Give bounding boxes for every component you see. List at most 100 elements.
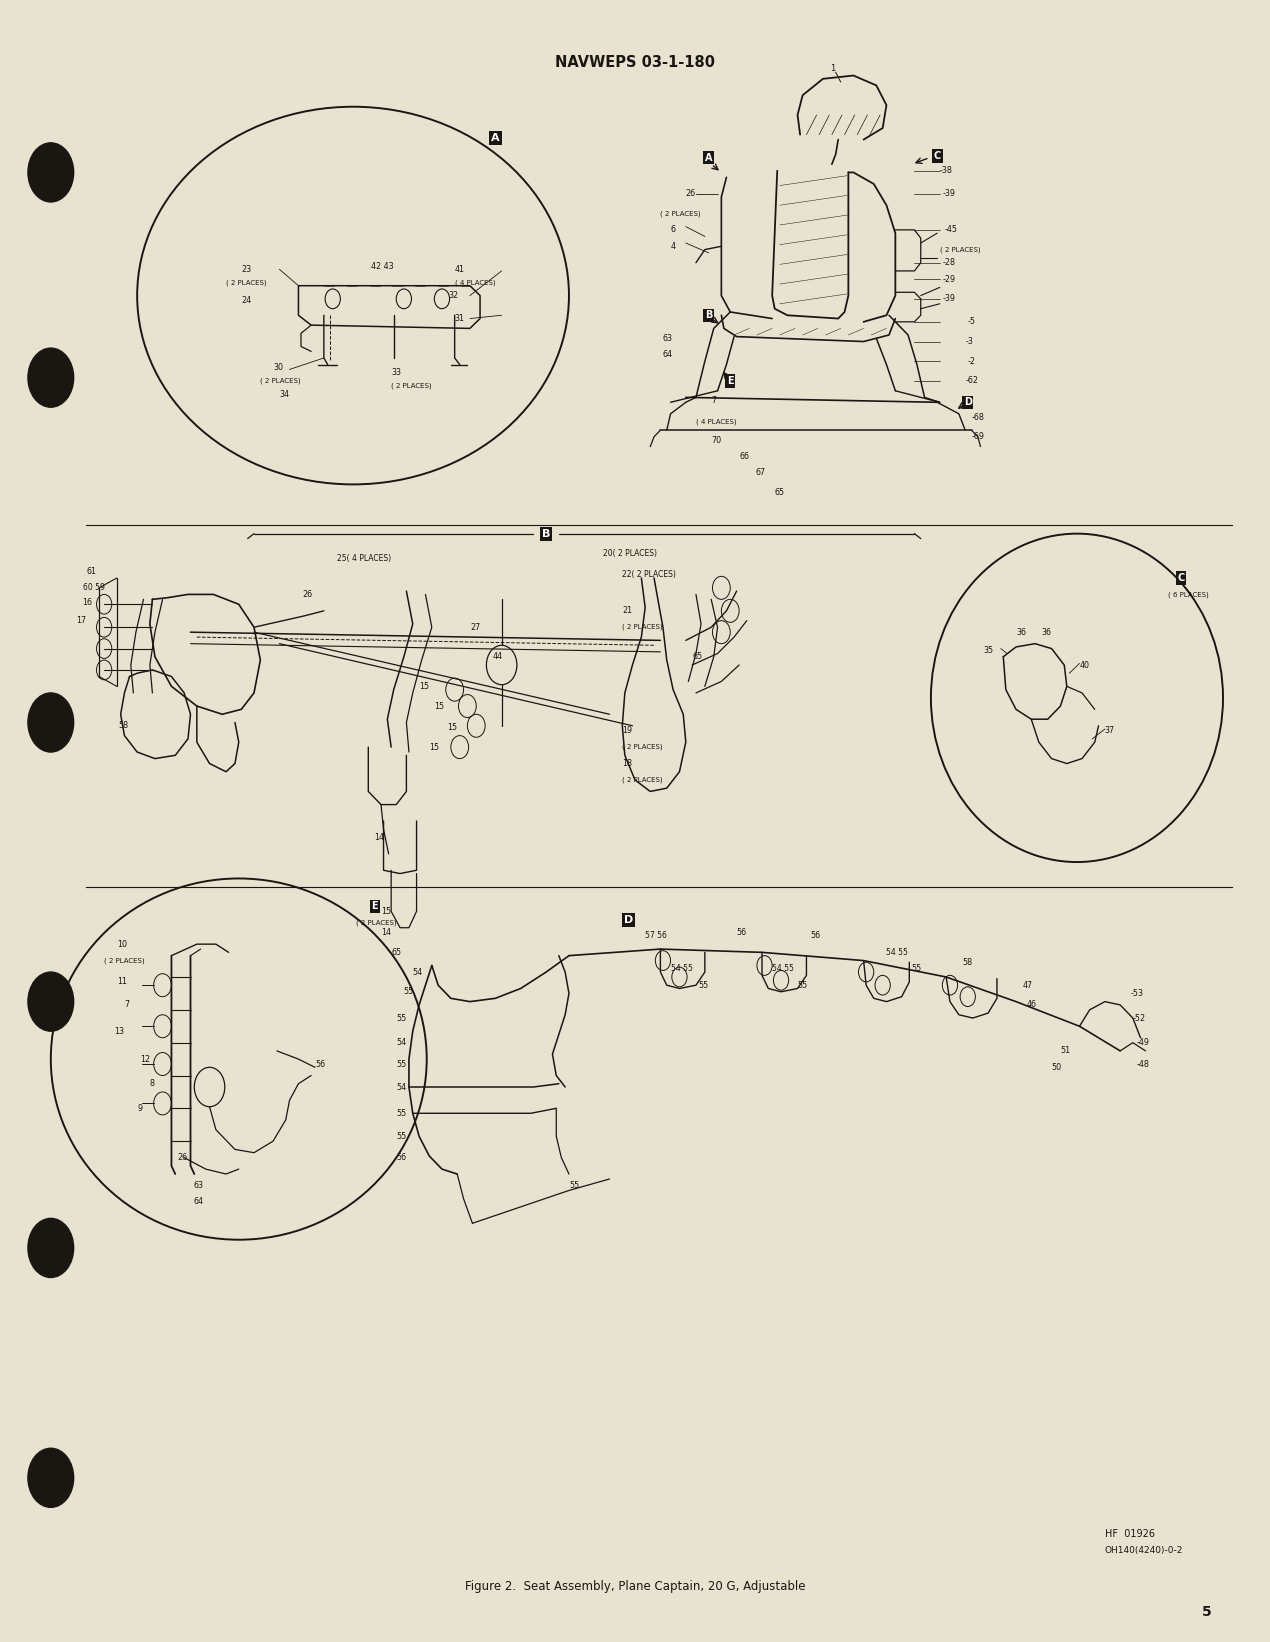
Text: 13: 13 [114,1026,124,1036]
Text: 55: 55 [798,980,808,990]
Text: 65: 65 [391,947,401,957]
Text: 19: 19 [622,726,632,736]
Text: 42 43: 42 43 [371,261,394,271]
Text: -5: -5 [968,317,975,327]
Text: ( 2 PLACES): ( 2 PLACES) [391,383,432,389]
Text: 23: 23 [241,264,251,274]
Text: -68: -68 [972,412,984,422]
Text: 35: 35 [983,645,993,655]
Text: 54: 54 [396,1038,406,1048]
Text: -39: -39 [942,189,955,199]
Text: 10: 10 [117,939,127,949]
Circle shape [28,693,74,752]
Text: 8: 8 [150,1079,155,1089]
Text: ( 2 PLACES): ( 2 PLACES) [260,378,301,384]
Text: ( 2 PLACES): ( 2 PLACES) [104,957,145,964]
Text: -48: -48 [1137,1059,1149,1069]
Text: OH140(4240)-0-2: OH140(4240)-0-2 [1105,1545,1184,1555]
Text: 63: 63 [663,333,673,343]
Circle shape [28,1218,74,1277]
Text: 56: 56 [396,1153,406,1163]
Text: HF  01926: HF 01926 [1105,1529,1154,1539]
Text: 44: 44 [493,652,503,662]
Text: 56: 56 [315,1059,325,1069]
Text: 15: 15 [429,742,439,752]
Text: 63: 63 [193,1181,203,1190]
Text: 50: 50 [1052,1062,1062,1072]
Text: ( 2 PLACES): ( 2 PLACES) [622,624,663,631]
Text: 36: 36 [1041,627,1052,637]
Text: 55: 55 [912,964,922,974]
Text: -3: -3 [965,337,973,346]
Text: 41: 41 [455,264,465,274]
Text: 33: 33 [391,368,401,378]
Text: ( 4 PLACES): ( 4 PLACES) [455,279,495,286]
Text: ( 2 PLACES): ( 2 PLACES) [356,920,396,926]
Text: NAVWEPS 03-1-180: NAVWEPS 03-1-180 [555,54,715,71]
Text: 14: 14 [381,928,391,938]
Circle shape [28,348,74,407]
Text: ( 6 PLACES): ( 6 PLACES) [1168,591,1209,598]
Text: 1: 1 [831,64,836,74]
Text: 55: 55 [569,1181,579,1190]
Text: 26: 26 [302,589,312,599]
Text: 18: 18 [622,759,632,768]
Text: D: D [624,915,634,924]
Text: 12: 12 [140,1054,150,1064]
Text: 55: 55 [396,1131,406,1141]
Text: ( 2 PLACES): ( 2 PLACES) [622,744,663,750]
Text: 24: 24 [241,296,251,305]
Text: 7: 7 [711,396,716,406]
Text: 34: 34 [279,389,290,399]
Text: 54 55: 54 55 [671,964,692,974]
Text: 47: 47 [1022,980,1033,990]
Text: ( 2 PLACES): ( 2 PLACES) [940,246,980,253]
Text: E: E [371,901,378,911]
Text: 40: 40 [1080,660,1090,670]
Text: A: A [491,133,499,143]
Circle shape [28,972,74,1031]
Circle shape [28,143,74,202]
Text: 25( 4 PLACES): 25( 4 PLACES) [337,553,391,563]
Text: B: B [705,310,712,320]
Text: 20( 2 PLACES): 20( 2 PLACES) [603,548,658,558]
Text: 11: 11 [117,977,127,987]
Text: 26: 26 [686,189,696,199]
Text: C: C [933,151,941,161]
Text: 65: 65 [692,652,702,662]
Text: -62: -62 [965,376,978,386]
Text: 56: 56 [810,931,820,941]
Text: -45: -45 [945,225,958,235]
Text: 37: 37 [1105,726,1115,736]
Circle shape [28,1448,74,1507]
Text: 60 59: 60 59 [83,583,104,593]
Text: 16: 16 [83,598,93,608]
Text: 55: 55 [396,1108,406,1118]
Text: 55: 55 [396,1059,406,1069]
Text: 67: 67 [756,468,766,478]
Text: 6: 6 [671,225,676,235]
Text: -53: -53 [1130,988,1143,998]
Text: 30: 30 [273,363,283,373]
Text: ( 2 PLACES): ( 2 PLACES) [226,279,267,286]
Text: 56: 56 [737,928,747,938]
Text: 31: 31 [455,314,465,323]
Text: ( 4 PLACES): ( 4 PLACES) [696,419,737,425]
Text: 57 56: 57 56 [645,931,667,941]
Text: B: B [542,529,550,539]
Text: 54 55: 54 55 [886,947,908,957]
Text: 4: 4 [671,241,676,251]
Text: 65: 65 [775,488,785,498]
Text: ( 2 PLACES): ( 2 PLACES) [660,210,701,217]
Text: 14: 14 [375,832,385,842]
Text: Figure 2.  Seat Assembly, Plane Captain, 20 G, Adjustable: Figure 2. Seat Assembly, Plane Captain, … [465,1580,805,1593]
Text: 58: 58 [118,721,128,731]
Text: 22( 2 PLACES): 22( 2 PLACES) [622,570,676,580]
Text: 64: 64 [663,350,673,360]
Text: 51: 51 [1060,1046,1071,1056]
Text: 58: 58 [963,957,973,967]
Text: 15: 15 [434,701,444,711]
Text: 7: 7 [124,1000,130,1010]
Text: -39: -39 [942,294,955,304]
Text: 17: 17 [76,616,86,626]
